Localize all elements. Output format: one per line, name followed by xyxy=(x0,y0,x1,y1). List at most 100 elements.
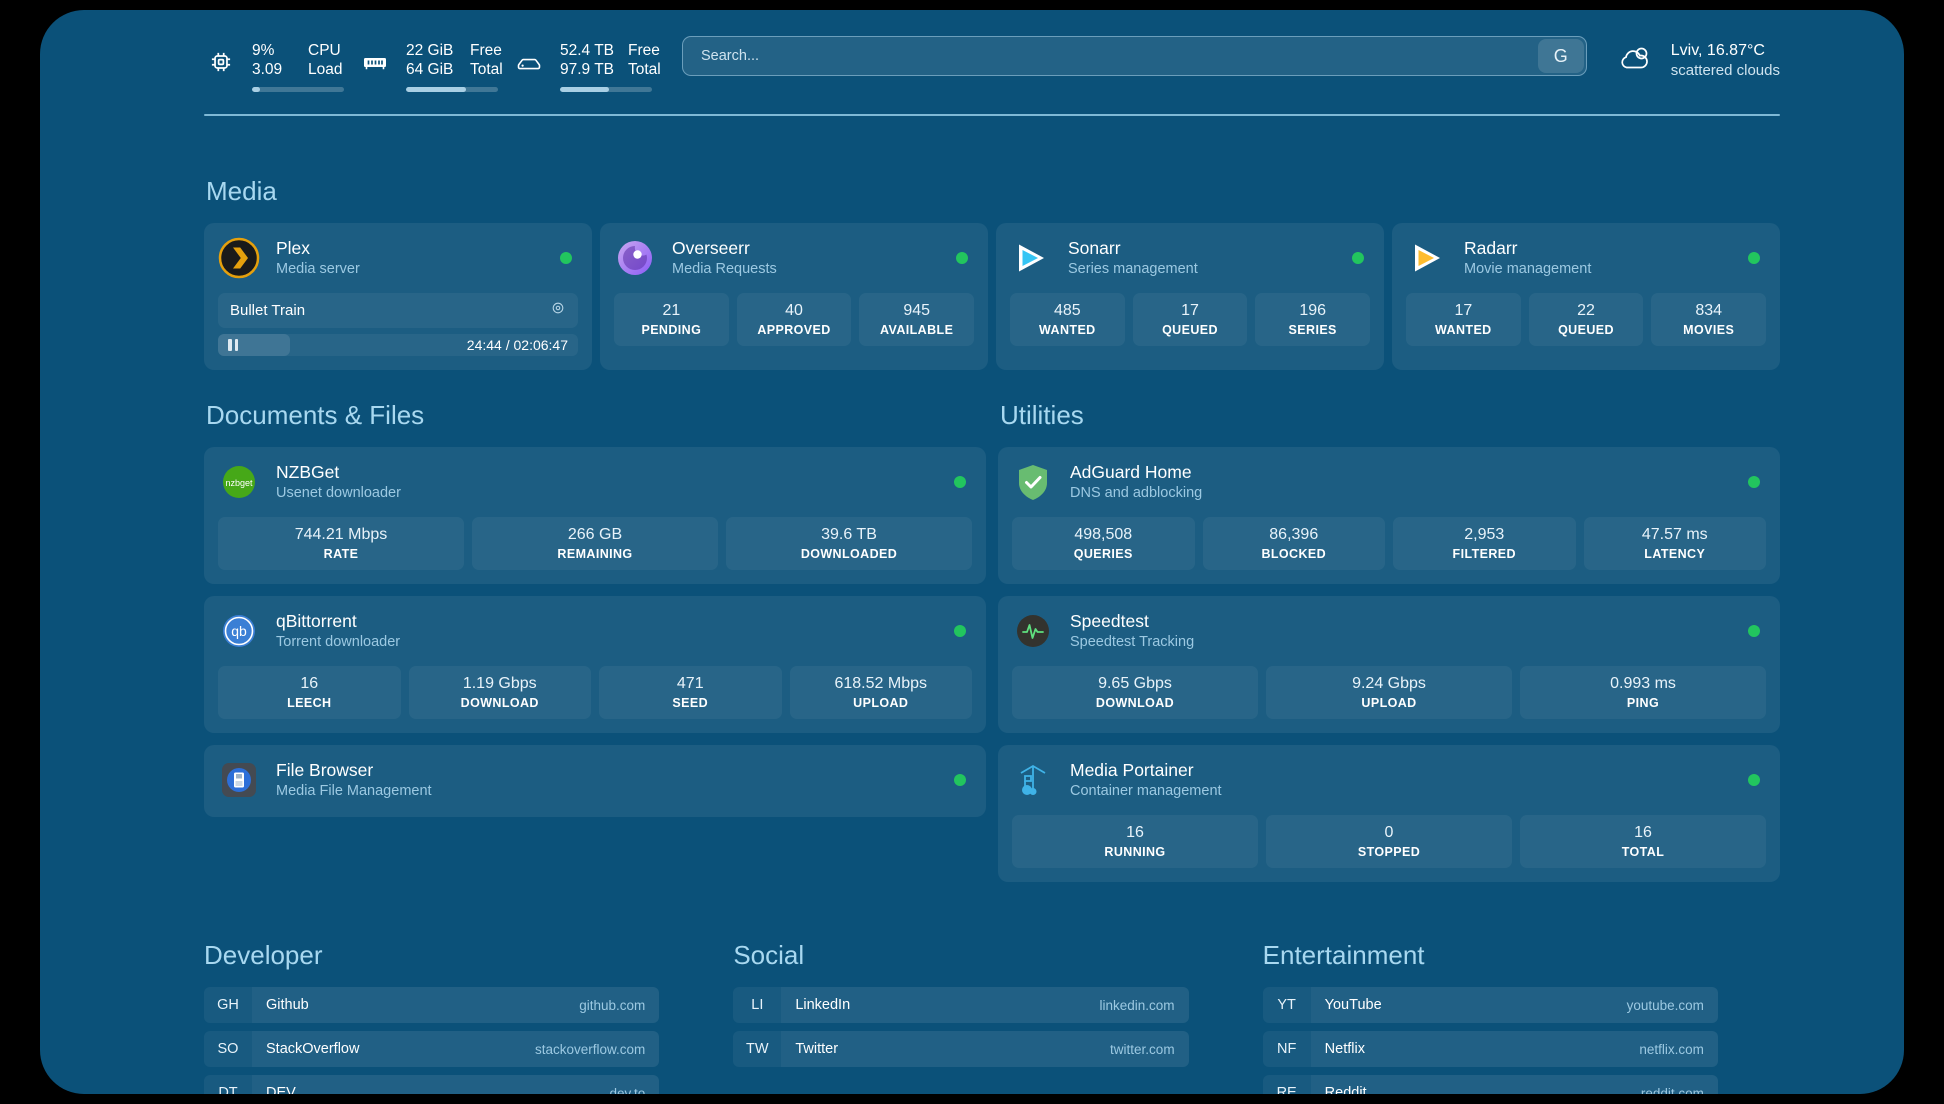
bookmark-url: linkedin.com xyxy=(1099,997,1175,1013)
card-title: Sonarr xyxy=(1068,238,1121,259)
stat-value: 834 xyxy=(1695,302,1723,319)
gear-icon[interactable] xyxy=(550,300,566,321)
stat-tile: 9.65 Gbps DOWNLOAD xyxy=(1012,666,1258,719)
card-subtitle: Media Requests xyxy=(672,260,777,277)
service-card-plex[interactable]: Plex Media server Bullet Train xyxy=(204,223,592,370)
card-subtitle: Media server xyxy=(276,260,360,277)
storage-total-value: 97.9 TB xyxy=(560,60,615,78)
bookmark-item-linkedin[interactable]: LI LinkedIn linkedin.com xyxy=(733,987,1189,1023)
service-card-portainer[interactable]: Media Portainer Container management 16 … xyxy=(998,745,1780,882)
top-bar: 9% 3.09 CPU Load xyxy=(204,36,1780,98)
bookmark-group-title: Social xyxy=(733,940,805,970)
bookmark-item-twitter[interactable]: TW Twitter twitter.com xyxy=(733,1031,1189,1067)
service-card-nzbget[interactable]: nzbget NZBGet Usenet downloader 744.21 M… xyxy=(204,447,986,584)
stat-tile: 744.21 Mbps RATE xyxy=(218,517,464,570)
stat-value: 47.57 ms xyxy=(1641,526,1708,543)
stat-value: 39.6 TB xyxy=(821,526,877,543)
overseerr-icon xyxy=(614,237,656,279)
card-title: AdGuard Home xyxy=(1070,462,1192,483)
utilities-section-title: Utilities xyxy=(1000,400,1084,430)
status-badge xyxy=(1352,252,1364,264)
storage-free-value: 52.4 TB xyxy=(560,42,615,59)
media-section-title: Media xyxy=(206,176,277,206)
service-card-adguard[interactable]: AdGuard Home DNS and adblocking 498,508 … xyxy=(998,447,1780,584)
bookmark-abbr: GH xyxy=(204,987,252,1023)
stat-label: SEED xyxy=(672,696,709,710)
now-playing-progress[interactable]: 24:44 / 02:06:47 xyxy=(218,334,578,356)
stat-value: 2,953 xyxy=(1464,526,1505,543)
stat-label: RUNNING xyxy=(1104,845,1166,859)
bookmark-group-developer: Developer GH Github github.com SO StackO… xyxy=(204,940,721,1094)
stat-label: DOWNLOAD xyxy=(1095,696,1175,710)
stat-label: STOPPED xyxy=(1357,845,1421,859)
bookmark-abbr: SO xyxy=(204,1031,252,1067)
card-subtitle: Media File Management xyxy=(276,782,432,799)
cpu-usage-value: 9% xyxy=(252,42,275,59)
status-badge xyxy=(1748,252,1760,264)
stat-label: APPROVED xyxy=(757,323,831,337)
stat-tile: 945 AVAILABLE xyxy=(859,293,975,346)
pause-icon[interactable] xyxy=(228,339,238,351)
cpu-progress-bar xyxy=(252,86,344,92)
service-card-sonarr[interactable]: Sonarr Series management 485 WANTED 17 Q… xyxy=(996,223,1384,370)
stat-value: 196 xyxy=(1299,302,1327,319)
stat-tile: 39.6 TB DOWNLOADED xyxy=(726,517,972,570)
stat-label: BLOCKED xyxy=(1261,547,1327,561)
stat-label: UPLOAD xyxy=(1361,696,1417,710)
radarr-icon xyxy=(1406,237,1448,279)
sonarr-icon xyxy=(1010,237,1052,279)
stat-label: TOTAL xyxy=(1621,845,1665,859)
service-card-overseerr[interactable]: Overseerr Media Requests 21 PENDING 40 A… xyxy=(600,223,988,370)
stat-label: MOVIES xyxy=(1683,323,1735,337)
search-placeholder: Search... xyxy=(701,48,760,64)
bookmark-item-github[interactable]: GH Github github.com xyxy=(204,987,660,1023)
search-provider-button[interactable]: G xyxy=(1537,39,1584,73)
storage-progress-bar xyxy=(560,86,652,92)
service-card-qbittorrent[interactable]: qb qBittorrent Torrent downloader 16 LEE… xyxy=(204,596,986,733)
weather-widget[interactable]: Lviv, 16.87°C scattered clouds xyxy=(1617,36,1780,81)
bookmark-group-title: Developer xyxy=(204,940,323,970)
bookmark-group-title: Entertainment xyxy=(1262,940,1425,970)
stat-tile: 834 MOVIES xyxy=(1651,293,1767,346)
bookmark-item-reddit[interactable]: RE Reddit reddit.com xyxy=(1262,1075,1718,1094)
card-subtitle: Movie management xyxy=(1464,260,1592,277)
storage-total-label: Total xyxy=(628,60,661,78)
ram-icon xyxy=(358,42,392,82)
cpu-icon xyxy=(204,42,238,82)
stat-value: 618.52 Mbps xyxy=(834,675,927,692)
speedtest-icon xyxy=(1012,610,1054,652)
bookmark-item-netflix[interactable]: NF Netflix netflix.com xyxy=(1262,1031,1718,1067)
stat-label: LATENCY xyxy=(1644,547,1706,561)
memory-total-label: Total xyxy=(470,60,503,78)
nzbget-icon: nzbget xyxy=(218,461,260,503)
documents-section-title: Documents & Files xyxy=(206,400,425,430)
cpu-meter: 9% 3.09 CPU Load xyxy=(252,42,344,92)
status-badge xyxy=(1748,476,1760,488)
documents-section: Documents & Files nzbget NZBGet U xyxy=(204,400,986,882)
service-card-speedtest[interactable]: Speedtest Speedtest Tracking 9.65 Gbps D… xyxy=(998,596,1780,733)
stat-value: 9.65 Gbps xyxy=(1098,675,1172,692)
bookmark-name: Netflix xyxy=(1324,1041,1365,1057)
stat-value: 1.19 Gbps xyxy=(462,675,537,692)
stat-tile: 1.19 Gbps DOWNLOAD xyxy=(408,666,591,719)
service-card-radarr[interactable]: Radarr Movie management 17 WANTED 22 QUE… xyxy=(1392,223,1780,370)
bookmark-name: LinkedIn xyxy=(795,997,851,1013)
system-stats-group: 9% 3.09 CPU Load xyxy=(204,36,661,92)
card-title: Plex xyxy=(276,238,311,259)
service-card-filebrowser[interactable]: File Browser Media File Management xyxy=(204,745,986,817)
stat-value: 9.24 Gbps xyxy=(1352,675,1426,692)
bookmark-item-youtube[interactable]: YT YouTube youtube.com xyxy=(1262,987,1718,1023)
stat-tile: 22 QUEUED xyxy=(1528,293,1644,346)
bookmark-item-stackoverflow[interactable]: SO StackOverflow stackoverflow.com xyxy=(204,1031,660,1067)
bookmark-name: DEV xyxy=(266,1085,296,1094)
search-input[interactable]: Search... G xyxy=(682,36,1587,76)
bookmark-url: twitter.com xyxy=(1110,1041,1175,1057)
stat-tile: 2,953 FILTERED xyxy=(1393,517,1576,570)
stat-tile: 86,396 BLOCKED xyxy=(1202,517,1385,570)
stat-label: DOWNLOAD xyxy=(460,696,539,710)
bookmark-item-dev[interactable]: DT DEV dev.to xyxy=(204,1075,660,1094)
stat-tile: 0.993 ms PING xyxy=(1520,666,1766,719)
stat-value: 16 xyxy=(1634,824,1652,841)
stat-tile: 498,508 QUERIES xyxy=(1012,517,1195,570)
stat-value: 498,508 xyxy=(1074,526,1133,543)
